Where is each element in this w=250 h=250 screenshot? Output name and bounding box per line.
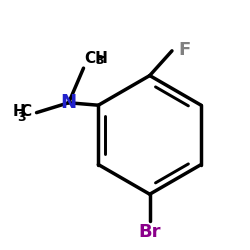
Text: CH: CH — [85, 51, 108, 66]
Text: Br: Br — [138, 223, 161, 241]
Text: N: N — [60, 93, 77, 112]
Text: 3: 3 — [95, 54, 104, 68]
Text: F: F — [178, 40, 190, 58]
Text: C: C — [20, 104, 32, 119]
Text: H: H — [13, 104, 26, 119]
Text: 3: 3 — [17, 110, 26, 124]
